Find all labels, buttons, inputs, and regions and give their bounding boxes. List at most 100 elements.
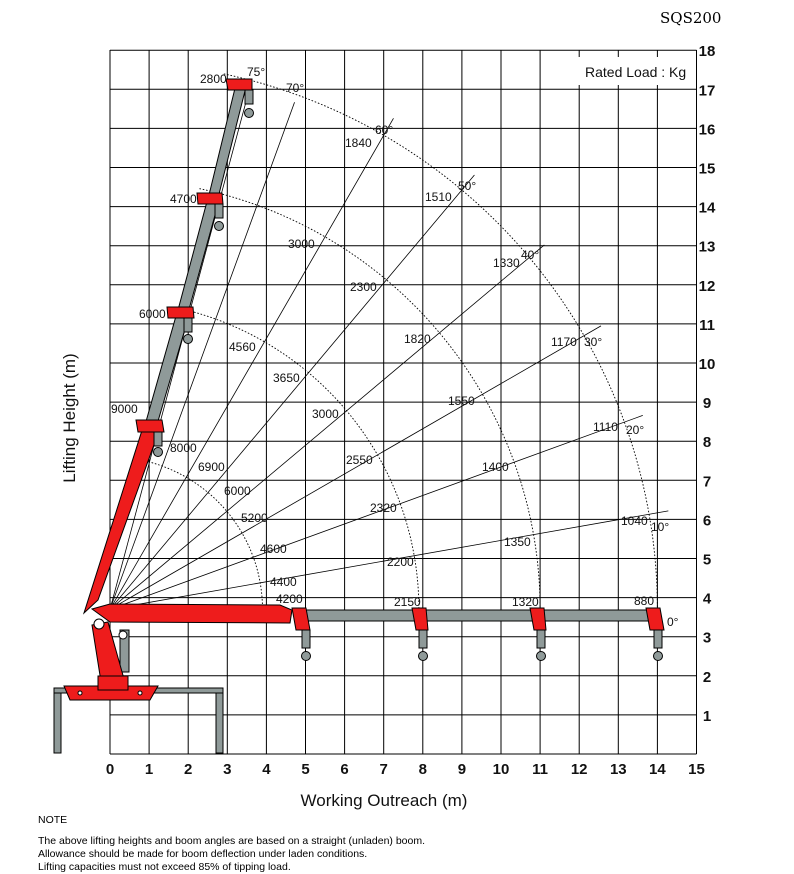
capacity-label: 5200 [241, 511, 268, 525]
y-tick-label: 9 [703, 395, 711, 412]
rated-load-label: Rated Load : Kg [585, 64, 686, 80]
boom-arcs [141, 73, 658, 610]
capacity-label: 2150 [394, 595, 421, 609]
x-tick-label: 1 [145, 761, 153, 778]
capacity-label: 6900 [198, 460, 225, 474]
outrigger-base [53, 685, 224, 754]
hook-tip-4 [244, 89, 254, 118]
crane-drawing [53, 78, 665, 754]
angle-ray [109, 174, 475, 610]
capacity-label: 880 [634, 594, 654, 608]
x-tick-label: 15 [688, 761, 705, 778]
capacity-label: 4400 [270, 575, 297, 589]
note-line: The above lifting heights and boom angle… [38, 835, 426, 847]
boom-arc [199, 188, 541, 610]
boom-arc [141, 459, 263, 610]
capacity-label: 1840 [345, 136, 372, 150]
y-tick-label: 18 [699, 43, 716, 60]
angle-label-40: 40° [521, 248, 539, 262]
y-tick-label: 16 [699, 121, 716, 138]
capacity-label: 3650 [273, 371, 300, 385]
rated-load-box [578, 57, 692, 85]
x-tick-label: 8 [419, 761, 427, 778]
y-tick-label: 12 [699, 278, 716, 295]
capacity-label: 1510 [425, 190, 452, 204]
angle-label-20: 20° [626, 423, 644, 437]
y-tick-label: 17 [699, 82, 716, 99]
x-tick-label: 14 [649, 761, 666, 778]
angle-labels: 0° 10° 20° 30° 40° 50° 60° 70° 75° [247, 65, 679, 629]
angle-ray [109, 88, 251, 610]
y-tick-label: 14 [699, 200, 716, 217]
x-tick-label: 2 [184, 761, 192, 778]
x-tick-label: 12 [571, 761, 588, 778]
capacity-label: 1820 [404, 332, 431, 346]
angle-ray [109, 415, 643, 610]
note-block: NOTE The above lifting heights and boom … [38, 814, 425, 874]
boom-section-2 [144, 308, 191, 429]
x-tick-label: 13 [610, 761, 627, 778]
angle-ray [109, 325, 602, 610]
x-axis-title: Working Outreach (m) [301, 791, 468, 810]
capacity-label: 4600 [260, 542, 287, 556]
capacity-label: 1330 [493, 256, 520, 270]
note-heading: NOTE [38, 814, 68, 826]
boom-section-4 [208, 79, 248, 199]
capacity-label: 4700 [170, 192, 197, 206]
angle-label-10: 10° [651, 520, 669, 534]
y-tick-label: 4 [703, 591, 712, 608]
y-tick-label: 6 [703, 512, 711, 529]
capacity-label: 6000 [224, 484, 251, 498]
y-tick-label: 7 [703, 473, 711, 490]
hook-tip-3 [214, 203, 224, 231]
capacity-label: 3000 [288, 237, 315, 251]
x-tick-label: 11 [532, 761, 548, 778]
y-tick-label: 15 [699, 161, 716, 178]
angle-label-50: 50° [458, 179, 476, 193]
angle-ray [109, 118, 394, 610]
x-tick-label: 5 [301, 761, 309, 778]
x-tick-label: 4 [262, 761, 271, 778]
capacity-label: 6000 [139, 307, 166, 321]
capacity-label: 2320 [370, 501, 397, 515]
angle-label-60: 60° [375, 123, 393, 137]
capacity-label: 1110 [593, 420, 618, 434]
hook-tip-2 [183, 317, 193, 344]
x-tick-label: 3 [223, 761, 231, 778]
capacity-labels: 2800 4700 6000 9000 1840 1510 1330 1170 … [111, 72, 654, 609]
model-name: SQS200 [660, 9, 722, 27]
boom-arc [223, 73, 658, 610]
capacity-label: 1550 [448, 394, 475, 408]
grid [109, 49, 697, 755]
capacity-label: 2300 [350, 280, 377, 294]
angle-label-75: 75° [247, 65, 265, 79]
x-tick-label: 9 [458, 761, 466, 778]
capacity-label: 1350 [504, 535, 531, 549]
capacity-label: 2800 [200, 72, 227, 86]
capacity-label: 1040 [621, 514, 648, 528]
boom-section-3 [177, 193, 221, 314]
boom-arc [174, 306, 420, 610]
capacity-label: 2200 [387, 555, 414, 569]
capacity-label: 8000 [170, 441, 197, 455]
note-line: Allowance should be made for boom deflec… [38, 848, 368, 860]
crane-column [91, 618, 130, 691]
y-tick-label: 13 [699, 239, 716, 256]
capacity-label: 2550 [346, 453, 373, 467]
capacity-label: 9000 [111, 402, 138, 416]
x-axis-ticks: 0 1 2 3 4 5 6 7 8 9 10 11 12 13 14 15 [106, 761, 705, 778]
x-tick-label: 10 [493, 761, 510, 778]
angle-ray [109, 510, 669, 610]
angle-label-70: 70° [286, 81, 304, 95]
capacity-label: 1320 [512, 595, 539, 609]
horizontal-boom [90, 603, 665, 661]
y-tick-label: 2 [703, 669, 711, 686]
angle-label-0: 0° [667, 615, 679, 629]
angle-rays [109, 88, 669, 610]
angle-label-30: 30° [584, 335, 602, 349]
angle-ray [109, 102, 295, 610]
capacity-label: 1170 [551, 335, 577, 349]
y-tick-label: 8 [703, 434, 711, 451]
